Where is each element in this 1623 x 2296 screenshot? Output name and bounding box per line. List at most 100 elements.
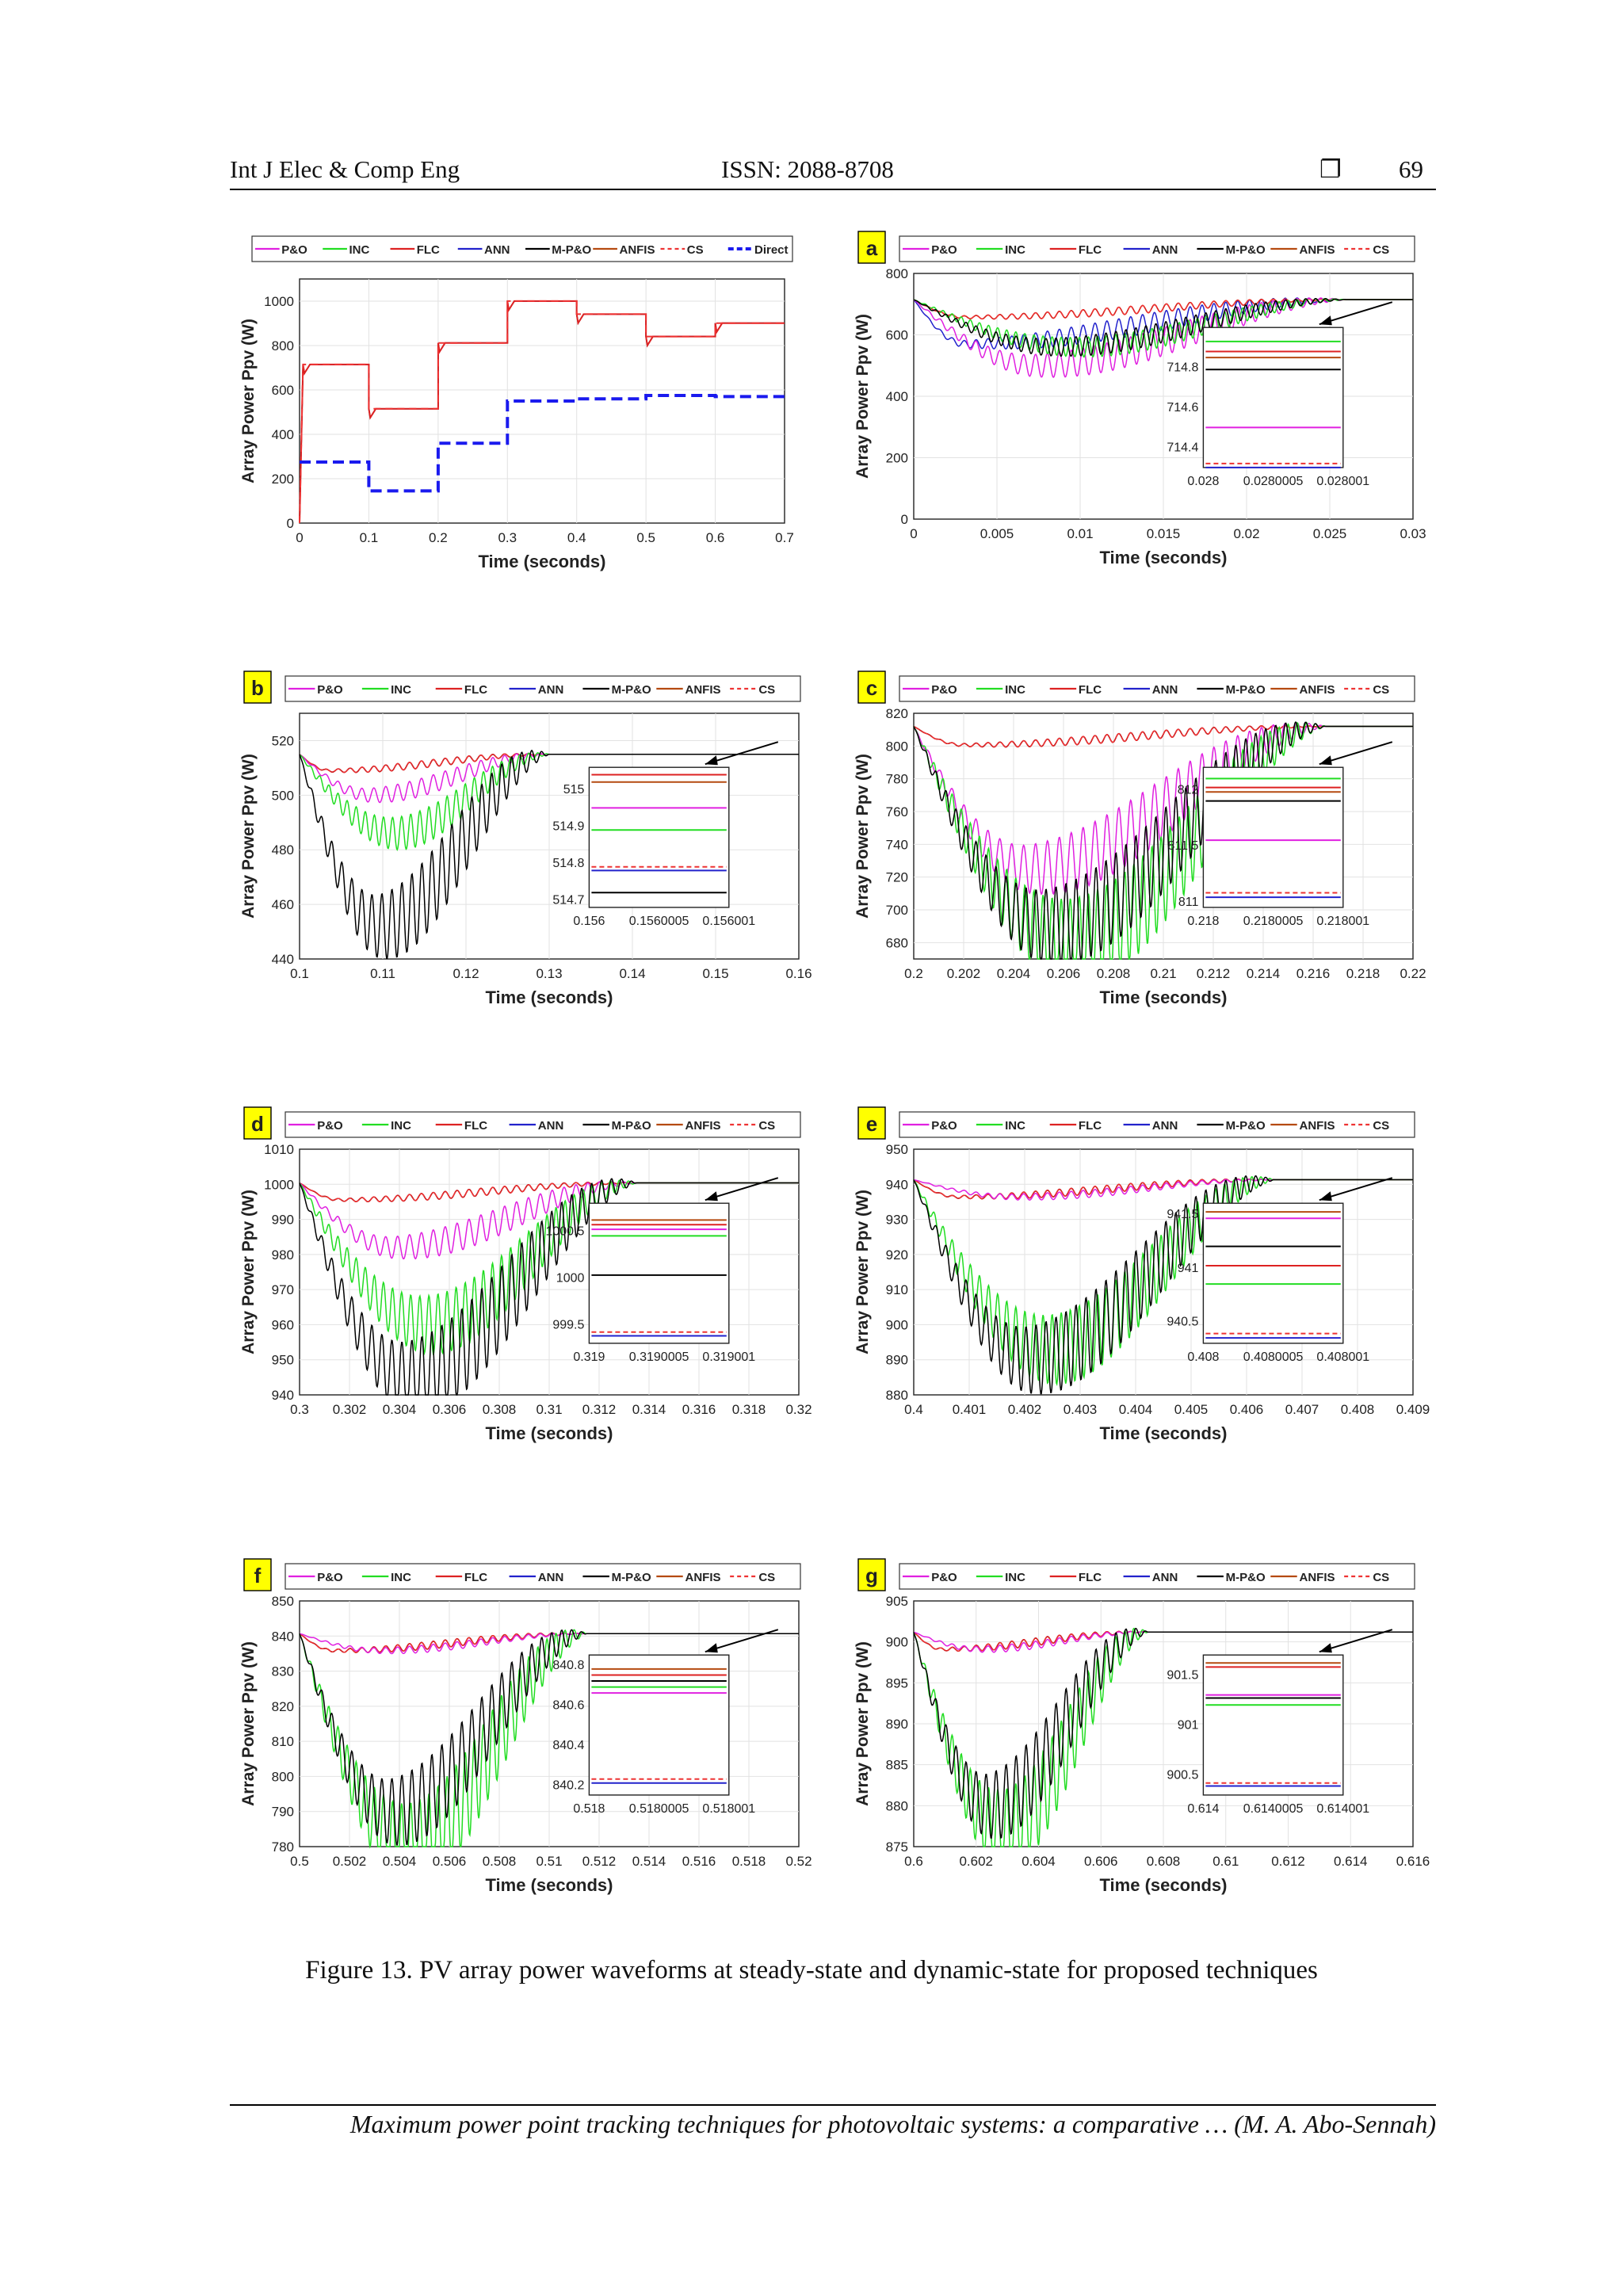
x-tick-label: 0 <box>296 530 303 545</box>
x-axis-label: Time (seconds) <box>486 1875 613 1895</box>
legend-label: P&O <box>931 1571 957 1584</box>
panel-label-box <box>857 231 886 264</box>
y-tick-label: 790 <box>272 1805 294 1820</box>
x-tick-label: 0.1 <box>290 966 309 981</box>
legend-label: ANFIS <box>1300 683 1335 697</box>
series-mpo <box>299 1629 799 1846</box>
figure-caption: Figure 13. PV array power waveforms at s… <box>305 1956 1318 1985</box>
inset-x-tick: 0.408 <box>1187 1350 1219 1364</box>
legend-label: ANFIS <box>685 1119 721 1133</box>
inset-x-tick: 0.156 <box>573 915 605 928</box>
footer-rule <box>230 2104 1436 2106</box>
inset-pointer-arrow <box>705 741 779 766</box>
y-tick-label: 830 <box>272 1664 294 1679</box>
legend-label: ANFIS <box>619 243 655 257</box>
legend-label: INC <box>1005 1119 1025 1133</box>
legend-label: INC <box>1005 1571 1025 1584</box>
y-tick-label: 520 <box>272 733 294 748</box>
series-mpo <box>913 721 1413 960</box>
y-axis-label: Array Power Ppv (W) <box>854 1190 872 1354</box>
inset-x-tick: 0.028001 <box>1316 475 1369 488</box>
x-tick-label: 0.218 <box>1346 966 1381 981</box>
y-tick-label: 910 <box>886 1282 908 1297</box>
x-tick-label: 0.604 <box>1022 1854 1056 1869</box>
inset-y-tick: 812 <box>1178 783 1199 797</box>
legend-label: M-P&O <box>612 683 651 697</box>
legend-label: P&O <box>317 683 343 697</box>
y-tick-label: 970 <box>272 1282 294 1297</box>
arrow-head-icon <box>705 755 718 766</box>
inset-x-tick: 0.518 <box>573 1802 605 1816</box>
y-tick-label: 480 <box>272 842 294 858</box>
y-axis-label: Array Power Ppv (W) <box>854 754 872 919</box>
x-tick-label: 0.2 <box>429 530 448 545</box>
inset-pointer-arrow <box>1319 301 1393 326</box>
x-tick-label: 0.214 <box>1247 966 1281 981</box>
inset-y-tick: 840.8 <box>552 1659 584 1672</box>
x-tick-label: 0.409 <box>1396 1402 1430 1417</box>
series-mpo <box>299 1178 799 1396</box>
x-tick-label: 0.13 <box>536 966 562 981</box>
y-tick-label: 780 <box>886 772 908 787</box>
legend-label: ANN <box>484 243 510 257</box>
inset-y-tick: 515 <box>563 783 585 797</box>
legend-label: ANFIS <box>1300 243 1335 257</box>
panel-label: b <box>251 676 264 700</box>
y-tick-label: 840 <box>272 1629 294 1644</box>
zoom-inset <box>1202 766 1344 908</box>
legend-label: CS <box>1373 243 1389 257</box>
x-tick-label: 0.02 <box>1233 526 1259 541</box>
y-tick-label: 200 <box>272 472 294 487</box>
legend-label: INC <box>391 1119 411 1133</box>
x-axis-label: Time (seconds) <box>486 1423 613 1443</box>
inset-x-tick: 0.0280005 <box>1243 475 1304 488</box>
x-tick-label: 0.308 <box>483 1402 517 1417</box>
x-tick-label: 0.406 <box>1230 1402 1264 1417</box>
x-axis-label: Time (seconds) <box>1100 548 1228 567</box>
inset-x-tick: 0.5180005 <box>629 1802 689 1816</box>
y-tick-label: 800 <box>272 338 294 353</box>
arrow-head-icon <box>705 1643 718 1653</box>
y-tick-label: 600 <box>886 328 908 343</box>
inset-y-tick: 999.5 <box>552 1318 584 1331</box>
x-tick-label: 0.21 <box>1150 966 1176 981</box>
chart-legend <box>285 1563 801 1590</box>
legend-label: M-P&O <box>1226 683 1266 697</box>
legend-label: INC <box>1005 243 1025 257</box>
x-tick-label: 0.7 <box>775 530 794 545</box>
panel-label: f <box>254 1564 262 1587</box>
y-tick-label: 895 <box>886 1675 908 1690</box>
inset-y-tick: 514.9 <box>552 820 584 834</box>
y-tick-label: 885 <box>886 1758 908 1773</box>
x-tick-label: 0.206 <box>1047 966 1081 981</box>
plot-area <box>299 278 785 524</box>
x-tick-label: 0.212 <box>1197 966 1231 981</box>
x-tick-label: 0.616 <box>1396 1854 1430 1869</box>
y-tick-label: 740 <box>886 837 908 852</box>
inset-pointer-arrow <box>705 1177 779 1201</box>
x-tick-label: 0.304 <box>383 1402 417 1417</box>
x-tick-label: 0.408 <box>1341 1402 1375 1417</box>
x-axis-label: Time (seconds) <box>479 552 606 571</box>
y-tick-label: 800 <box>886 266 908 281</box>
arrow-head-icon <box>705 1191 718 1201</box>
y-tick-label: 940 <box>886 1177 908 1192</box>
inset-x-tick: 0.518001 <box>702 1802 755 1816</box>
y-tick-label: 890 <box>886 1717 908 1732</box>
y-tick-label: 0 <box>287 516 294 531</box>
y-tick-label: 720 <box>886 870 908 885</box>
y-axis-label: Array Power Ppv (W) <box>239 1190 258 1354</box>
x-tick-label: 0.508 <box>483 1854 517 1869</box>
legend-label: ANFIS <box>1300 1571 1335 1584</box>
y-tick-label: 400 <box>272 427 294 442</box>
y-tick-label: 1000 <box>264 294 294 309</box>
legend-label: FLC <box>464 683 487 697</box>
inset-pointer-arrow <box>1319 1177 1393 1201</box>
inset-y-tick: 940.5 <box>1167 1316 1198 1329</box>
x-tick-label: 0.204 <box>997 966 1031 981</box>
legend-label: ANN <box>538 683 564 697</box>
legend-label: ANN <box>538 1571 564 1584</box>
x-tick-label: 0.608 <box>1147 1854 1181 1869</box>
legend-label: M-P&O <box>612 1571 651 1584</box>
x-tick-label: 0.216 <box>1296 966 1331 981</box>
